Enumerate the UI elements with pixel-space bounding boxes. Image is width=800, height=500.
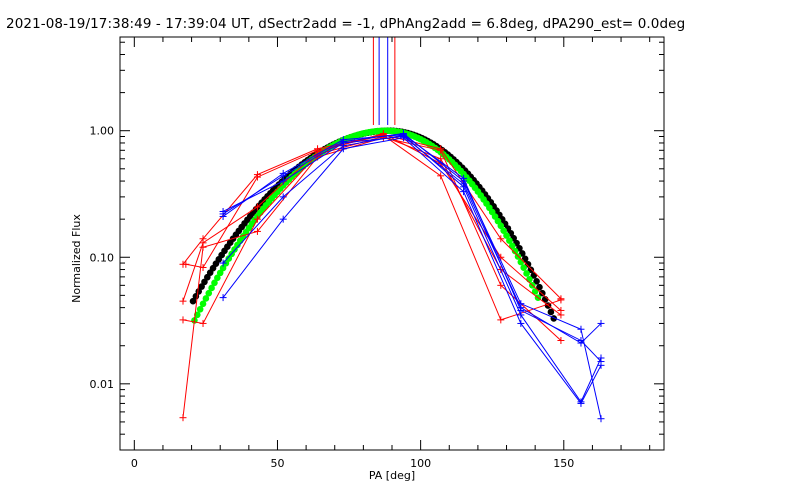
green-fit-point (523, 270, 530, 277)
blue-series-line (222, 134, 602, 403)
blue-data-point (517, 306, 525, 314)
green-fit-point (205, 289, 213, 297)
blue-data-point (577, 325, 585, 333)
blue-data-point (399, 131, 407, 139)
red-data-point (253, 227, 261, 235)
red-series-line (182, 135, 562, 324)
green-fit-point (214, 274, 221, 282)
chart-title: 2021-08-19/17:38:49 - 17:39:04 UT, dSect… (6, 16, 686, 32)
red-data-point (199, 243, 207, 251)
red-data-point (557, 336, 565, 344)
vertical-markers (372, 37, 396, 125)
blue-data-point (279, 215, 287, 223)
x-tick-label: 50 (270, 457, 284, 470)
y-tick-label: 0.01 (90, 378, 115, 391)
x-axis-label: PA [deg] (369, 469, 415, 482)
y-tick-label: 0.10 (90, 251, 115, 264)
blue-data-point (339, 136, 347, 144)
blue-data-point (460, 188, 468, 196)
blue-data-point (597, 358, 605, 366)
green-fit-point (219, 264, 227, 272)
blue-data-point (279, 177, 287, 185)
green-fit-point (208, 284, 215, 292)
green-fit-point (531, 288, 539, 295)
red-data-point (497, 235, 505, 243)
black-fit-point (195, 288, 203, 295)
blue-data-point (597, 415, 605, 423)
black-fit-point (547, 308, 555, 316)
blue-data-point (597, 319, 605, 327)
black-fit-point (533, 278, 540, 285)
plot-frame (119, 36, 665, 451)
green-fit-point (202, 295, 210, 302)
x-tick-label: 150 (553, 457, 574, 470)
red-data-point (199, 319, 207, 327)
blue-data-point (517, 319, 525, 327)
red-data-point (253, 203, 261, 211)
red-data-point (179, 297, 187, 305)
green-fit-point (211, 279, 218, 287)
red-data-point (497, 316, 505, 324)
blue-data-point (577, 399, 585, 407)
green-fit-point (511, 247, 519, 255)
red-data-point (179, 316, 187, 324)
green-fit-point (216, 269, 224, 277)
green-fit-point (503, 232, 510, 239)
blue-series-line (222, 137, 602, 405)
y-tick-label: 1.00 (90, 125, 115, 138)
blue-data-point (219, 259, 227, 267)
axes: 0 50 100 150 0.01 0.10 1.00 PA [deg] Normalized … (70, 36, 665, 482)
red-data-point (437, 172, 445, 180)
green-fit-point (196, 305, 204, 313)
green-fit-point (517, 258, 525, 266)
model-curves (189, 127, 558, 324)
data-series (179, 130, 605, 423)
blue-data-point (219, 212, 227, 220)
red-data-point (253, 173, 261, 181)
green-fit-point (520, 264, 528, 271)
red-data-point (497, 281, 505, 289)
red-data-point (437, 146, 445, 154)
black-fit-point (189, 297, 197, 305)
black-fit-point (536, 283, 543, 291)
x-tick-label: 100 (410, 457, 431, 470)
green-fit-point (508, 242, 516, 250)
red-data-point (253, 215, 261, 223)
blue-series-line (222, 132, 602, 419)
blue-series-line (222, 135, 602, 344)
green-fit-point (506, 237, 513, 244)
blue-data-point (279, 169, 287, 177)
blue-data-point (219, 294, 227, 302)
blue-series-line (222, 134, 602, 362)
green-fit-point (500, 227, 507, 234)
red-data-point (437, 155, 445, 163)
blue-data-point (279, 193, 287, 201)
green-fit-point (497, 222, 505, 230)
blue-data-point (460, 174, 468, 182)
blue-data-point (577, 336, 585, 344)
red-data-point (179, 414, 187, 422)
red-data-point (379, 134, 387, 142)
black-fit-point (198, 283, 205, 290)
y-axis-label: Normalized Flux (70, 214, 83, 303)
red-data-point (557, 311, 565, 319)
x-tick-label: 0 (131, 457, 138, 470)
red-data-point (182, 260, 190, 268)
red-data-point (557, 296, 565, 304)
blue-data-point (339, 145, 347, 153)
green-fit-point (526, 276, 533, 283)
green-fit-point (199, 300, 207, 308)
